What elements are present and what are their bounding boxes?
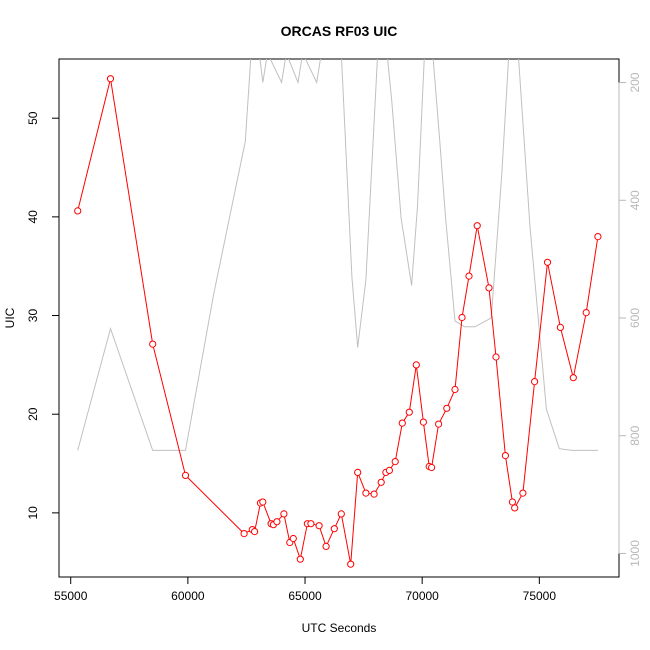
data-point [405,408,413,416]
data-point [556,323,565,331]
data-point [354,468,362,476]
data-point [451,385,459,394]
data-point [259,498,267,506]
data-point [428,463,436,472]
x-tick-label: 70000 [405,589,439,603]
y-tick-label: 40 [26,210,40,224]
right-tick-label: 600 [628,308,642,328]
data-point [485,284,493,292]
data-point [251,528,259,536]
data-point [370,490,378,498]
y-tick-label: 50 [26,111,40,125]
gray-series-line [77,59,598,451]
data-point [362,489,370,497]
x-tick-label: 75000 [523,589,557,603]
x-tick-label: 55000 [54,589,88,603]
y-tick-label: 30 [26,309,40,323]
data-point [240,530,248,538]
data-point [412,361,420,369]
right-tick-label: 1000 [628,540,642,567]
data-point [322,542,330,551]
data-point [465,272,473,280]
data-point [149,340,157,348]
y-tick-label: 10 [26,506,40,520]
data-point [280,510,288,518]
data-point [296,555,304,563]
data-point [330,525,338,533]
axes-layer: 55000 60000 65000 70000 75000 10 20 30 40 50 200 40… [26,72,642,603]
data-point [398,419,406,427]
plot-frame [58,58,620,578]
data-point [458,313,466,322]
data-point [307,520,315,528]
data-point [419,418,427,426]
red-series-line [77,78,599,565]
data-point [106,75,115,83]
data-point [519,489,527,497]
data-point [531,378,539,386]
data-point [315,522,323,530]
chart-title: ORCAS RF03 UIC [281,23,398,39]
right-tick-label: 400 [628,190,642,210]
data-point [569,374,577,382]
x-tick-label: 60000 [171,589,205,603]
data-point [377,478,385,486]
gray-series-layer [77,59,598,451]
data-point [511,504,519,512]
data-point [74,207,82,215]
data-point [385,466,393,474]
data-point [289,534,297,543]
red-series-layer [74,75,602,568]
data-point [492,353,500,361]
data-point [443,404,451,412]
data-point [273,518,281,526]
x-tick-label: 65000 [288,589,322,603]
right-tick-label: 200 [628,72,642,92]
y-axis-label: UIC [3,307,17,328]
data-point [508,498,517,506]
data-point [543,258,552,266]
x-axis-label: UTC Seconds [302,621,377,635]
data-point [337,510,345,518]
data-point [391,458,399,466]
data-point [181,471,190,479]
data-point [594,233,602,241]
data-point [582,309,590,317]
data-point [501,452,509,460]
data-point [347,560,355,568]
y-tick-label: 20 [26,407,40,421]
data-point [435,420,443,428]
right-tick-label: 800 [628,425,642,445]
data-point [473,222,481,230]
